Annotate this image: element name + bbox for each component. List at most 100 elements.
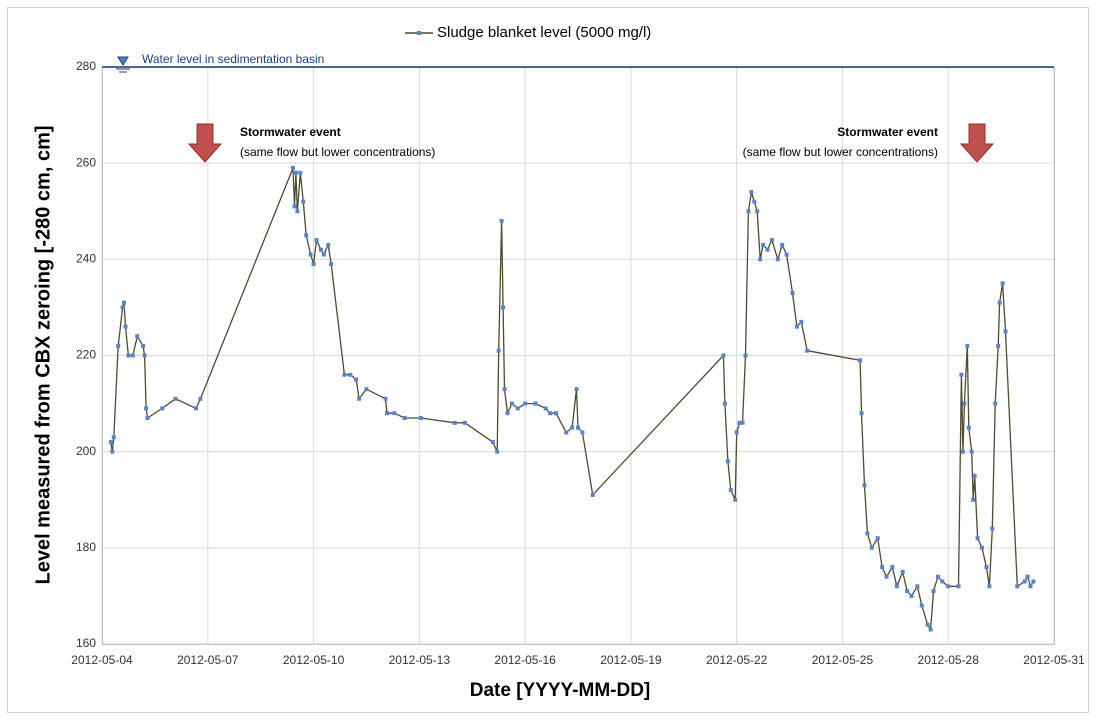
point: [1031, 579, 1036, 584]
y-tick-label: 200: [76, 444, 96, 458]
point: [925, 622, 930, 627]
point: [452, 420, 457, 425]
point: [295, 209, 300, 214]
point: [198, 396, 203, 401]
point: [318, 247, 323, 252]
chart-border: [7, 7, 1089, 713]
point: [392, 411, 397, 416]
point: [865, 531, 870, 536]
point: [962, 401, 967, 406]
point: [135, 334, 140, 339]
point: [1028, 584, 1033, 589]
y-tick-label: 280: [76, 59, 96, 73]
y-tick-label: 180: [76, 540, 96, 554]
point: [564, 430, 569, 435]
point: [737, 420, 742, 425]
point: [890, 565, 895, 570]
point: [326, 242, 331, 247]
point: [1000, 281, 1005, 286]
point: [1025, 574, 1030, 579]
point: [960, 449, 965, 454]
x-tick-label: 2012-05-19: [600, 653, 662, 667]
point: [142, 353, 147, 358]
point: [173, 396, 178, 401]
point: [321, 252, 326, 257]
point: [293, 170, 298, 175]
point: [749, 190, 754, 195]
point: [790, 290, 795, 295]
point: [794, 324, 799, 329]
point: [364, 387, 369, 392]
point: [314, 238, 319, 243]
point: [290, 165, 295, 170]
point: [580, 430, 585, 435]
point: [145, 416, 150, 421]
point: [859, 411, 864, 416]
point: [574, 387, 579, 392]
water-symbol: [117, 56, 129, 66]
point: [956, 584, 961, 589]
point: [761, 242, 766, 247]
arrow: [187, 123, 223, 163]
point: [329, 262, 334, 267]
point: [780, 242, 785, 247]
point: [402, 416, 407, 421]
point: [755, 209, 760, 214]
x-tick-label: 2012-05-22: [706, 653, 768, 667]
point: [743, 353, 748, 358]
annotation-title: Stormwater event: [837, 125, 938, 139]
water-level-label: Water level in sedimentation basin: [142, 52, 324, 66]
point: [502, 387, 507, 392]
point: [505, 411, 510, 416]
x-tick-label: 2012-05-13: [389, 653, 451, 667]
point: [940, 579, 945, 584]
point: [931, 589, 936, 594]
point: [734, 430, 739, 435]
point: [553, 411, 558, 416]
point: [126, 353, 131, 358]
point: [110, 449, 115, 454]
point: [543, 406, 548, 411]
point: [495, 449, 500, 454]
x-tick-label: 2012-05-07: [177, 653, 239, 667]
point: [746, 209, 751, 214]
x-tick-label: 2012-05-31: [1023, 653, 1085, 667]
point: [141, 343, 146, 348]
labels: 160 180 200 220 240 260 280 2012-05-04 2012-05-0…: [71, 59, 1085, 667]
x-tick-label: 2012-05-04: [71, 653, 133, 667]
y-tick-label: 220: [76, 348, 96, 362]
point: [935, 574, 940, 579]
point: [116, 343, 121, 348]
point: [733, 497, 738, 502]
point: [590, 492, 595, 497]
point: [769, 238, 774, 243]
point: [1003, 329, 1008, 334]
point: [972, 473, 977, 478]
point: [515, 406, 520, 411]
point: [304, 233, 309, 238]
point: [308, 252, 313, 257]
legend-label: Sludge blanket level (5000 mg/l): [437, 24, 651, 41]
point: [805, 348, 810, 353]
point: [728, 488, 733, 493]
point: [108, 440, 113, 445]
point: [160, 406, 165, 411]
point: [869, 545, 874, 550]
point: [383, 396, 388, 401]
point: [862, 483, 867, 488]
point: [894, 584, 899, 589]
point: [501, 305, 506, 310]
point: [194, 406, 199, 411]
point: [576, 425, 580, 430]
point: [997, 300, 1002, 305]
annotation-text: (same flow but lower concentrations): [240, 145, 435, 159]
point: [123, 324, 128, 329]
point: [752, 199, 757, 204]
point: [993, 401, 998, 406]
x-tick-label: 2012-05-10: [283, 653, 345, 667]
point: [311, 262, 316, 267]
point: [740, 420, 745, 425]
point: [722, 401, 727, 406]
point: [987, 584, 992, 589]
